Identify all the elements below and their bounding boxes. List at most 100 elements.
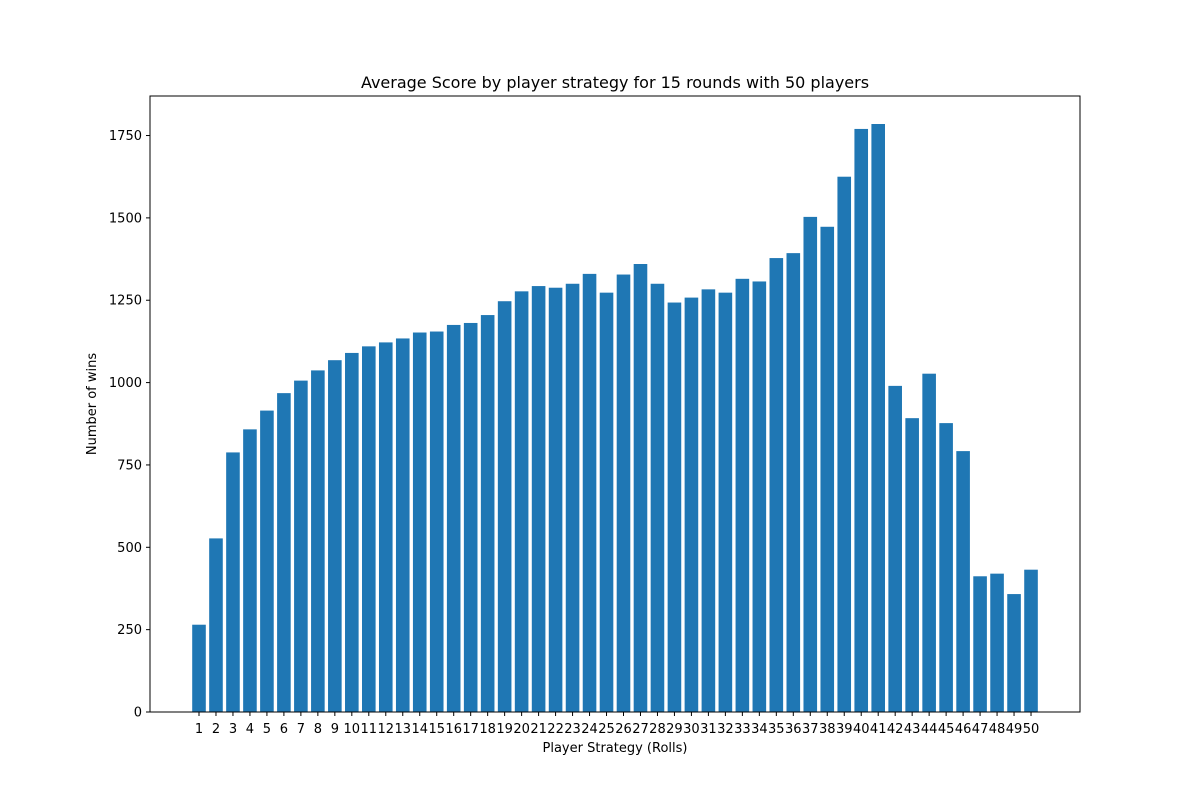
bar-30 [684,297,699,712]
bar-39 [837,176,852,712]
x-tick-label: 9 [331,722,339,737]
x-tick-label: 19 [496,722,513,737]
x-tick-label: 47 [972,722,989,737]
x-tick-label: 31 [700,722,717,737]
bar-24 [582,273,597,712]
x-tick-label: 18 [479,722,496,737]
x-tick-label: 27 [632,722,649,737]
y-axis-ticks: 0 250 500 750 1000 1250 1500 1750 [109,129,150,721]
x-tick-label: 25 [598,722,615,737]
x-tick-label: 42 [887,722,904,737]
bar-16 [446,324,461,712]
x-tick-label: 41 [870,722,887,737]
bar-22 [548,287,563,712]
bar-23 [565,283,580,712]
y-axis-label: Number of wins [85,353,100,456]
bar-43 [905,418,919,712]
bar-31 [701,289,716,712]
bar-14 [412,332,427,712]
x-tick-label: 35 [768,722,785,737]
x-tick-label: 28 [649,722,666,737]
bar-15 [429,331,444,712]
bar-13 [395,338,410,712]
bar-48 [990,573,1004,712]
x-tick-label: 40 [853,722,870,737]
x-tick-label: 22 [547,722,564,737]
bar-3 [226,452,240,712]
bar-45 [939,423,953,712]
x-tick-label: 33 [734,722,751,737]
bar-7 [294,380,308,712]
bar-8 [311,370,325,712]
x-tick-label: 49 [1006,722,1023,737]
bar-5 [260,410,274,712]
y-tick-label: 750 [117,458,142,473]
bar-38 [820,226,835,712]
x-axis-label: Player Strategy (Rolls) [543,741,688,756]
x-tick-label: 44 [921,722,938,737]
x-tick-label: 21 [530,722,547,737]
x-tick-label: 17 [462,722,479,737]
x-tick-label: 24 [581,722,598,737]
x-tick-label: 5 [263,722,271,737]
x-tick-label: 30 [683,722,700,737]
x-tick-label: 48 [989,722,1006,737]
bar-40 [854,128,869,712]
x-tick-label: 11 [361,722,378,737]
x-tick-label: 10 [344,722,361,737]
x-tick-label: 2 [212,722,220,737]
x-tick-label: 43 [904,722,921,737]
y-tick-label: 1000 [109,376,142,391]
bar-26 [616,274,631,712]
bar-32 [718,292,733,712]
y-tick-label: 1250 [109,294,142,309]
bar-49 [1007,594,1021,712]
bar-36 [786,253,801,712]
bar-34 [752,281,767,712]
x-tick-label: 8 [314,722,322,737]
y-tick-label: 250 [117,623,142,638]
bars-group [192,124,1038,712]
x-axis-ticks: 1 2 3 4 5 6 7 8 9 10 11 12 13 14 15 16 17 18 19 20 21 22 23 24 2… [195,712,1039,737]
bar-21 [531,286,546,712]
chart-title: Average Score by player strategy for 15 … [361,73,869,92]
bar-11 [362,346,376,712]
x-tick-label: 39 [836,722,853,737]
x-tick-label: 29 [666,722,683,737]
x-tick-label: 4 [246,722,254,737]
y-tick-label: 500 [117,541,142,556]
x-tick-label: 26 [615,722,632,737]
bar-1 [192,624,206,712]
bar-46 [956,451,970,712]
bar-18 [480,315,495,712]
x-tick-label: 1 [195,722,203,737]
x-tick-label: 6 [280,722,288,737]
x-tick-label: 20 [513,722,530,737]
x-tick-label: 38 [819,722,836,737]
x-tick-label: 15 [428,722,445,737]
x-tick-label: 45 [938,722,955,737]
bar-29 [667,302,682,712]
bar-47 [973,576,987,712]
bar-27 [633,264,648,712]
bar-20 [514,291,529,712]
x-tick-label: 13 [394,722,411,737]
bar-37 [803,216,818,712]
x-tick-label: 36 [785,722,802,737]
bar-4 [243,429,257,712]
bar-42 [888,385,902,712]
bar-25 [599,292,614,712]
y-tick-label: 0 [134,706,142,721]
bar-6 [277,393,291,712]
x-tick-label: 34 [751,722,768,737]
bar-28 [650,283,665,712]
x-tick-label: 12 [378,722,395,737]
x-tick-label: 37 [802,722,819,737]
plot-frame [149,95,1081,713]
bar-10 [345,352,359,712]
bar-2 [209,538,223,712]
bar-9 [328,360,342,712]
x-tick-label: 46 [955,722,972,737]
